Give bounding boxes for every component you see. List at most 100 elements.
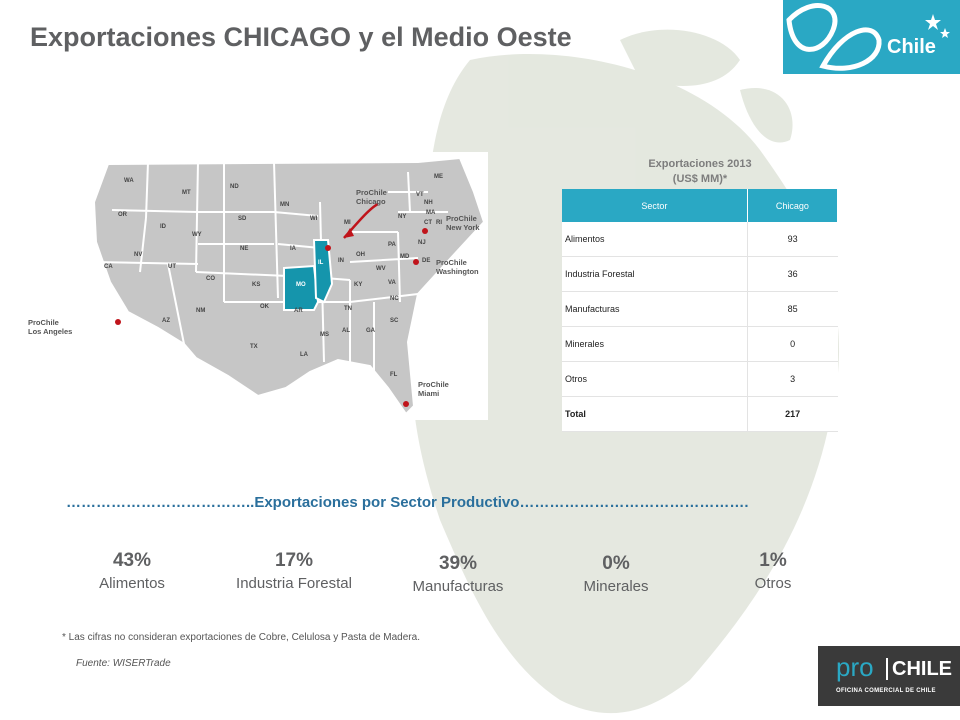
us-map-states — [92, 156, 486, 416]
table-cell: Minerales — [562, 326, 748, 362]
office-label-new-york: ProChile New York — [446, 214, 480, 232]
state-label: ND — [230, 184, 239, 190]
table-cell: Manufacturas — [562, 291, 748, 327]
state-label: WI — [310, 216, 318, 222]
stat-percent: 17% — [274, 550, 314, 571]
state-label: KY — [354, 282, 363, 288]
state-label: RI — [436, 220, 442, 226]
state-label: VA — [388, 280, 396, 286]
prochile-logo-pro: pro — [836, 652, 874, 682]
stat-label: Otros — [754, 575, 792, 592]
office-label-washington: ProChile Washington — [436, 258, 479, 276]
prochile-logo-divider — [886, 658, 888, 680]
stat-label: Industria Forestal — [236, 575, 352, 592]
footnote: * Las cifras no consideran exportaciones… — [62, 632, 420, 643]
table-total-row: Total 217 — [562, 396, 838, 432]
source-note: Fuente: WISERTrade — [76, 658, 171, 669]
page-title: Exportaciones CHICAGO y el Medio Oeste — [30, 22, 572, 52]
state-label: NJ — [418, 240, 426, 246]
state-label: PA — [388, 242, 396, 248]
state-label: DE — [422, 258, 431, 264]
state-label: MI — [344, 220, 351, 226]
table-cell: Alimentos — [562, 222, 748, 257]
state-label: UT — [168, 264, 176, 270]
state-label: WY — [192, 232, 202, 238]
state-label: NE — [240, 246, 249, 252]
state-label: MO — [296, 282, 306, 288]
state-label: NH — [424, 200, 433, 206]
state-label: MN — [280, 202, 290, 208]
state-label: WA — [124, 178, 134, 184]
state-label: OH — [356, 252, 365, 258]
state-label: VT — [416, 192, 424, 198]
state-label: IA — [290, 246, 296, 252]
table-cell: 85 — [746, 291, 838, 327]
stat-percent: 43% — [112, 550, 152, 571]
stat-otros: 1% Otros — [738, 550, 808, 592]
table-row: Manufacturas 85 — [562, 291, 838, 327]
table-header: Chicago — [747, 189, 839, 222]
table-caption: Exportaciones 2013 (US$ MM)* — [648, 158, 752, 185]
stat-percent: 1% — [759, 550, 787, 571]
prochile-logo: pro CHILE OFICINA COMERCIAL DE CHILE — [818, 646, 960, 706]
state-label: TN — [344, 306, 352, 312]
table-header: Sector — [562, 189, 748, 222]
state-label: MT — [182, 190, 191, 196]
stat-label: Manufacturas — [412, 578, 504, 595]
state-label: NY — [398, 214, 407, 220]
state-label: AL — [342, 328, 350, 334]
state-label: CO — [206, 276, 215, 282]
state-label: OR — [118, 212, 127, 218]
stat-manufacturas: 39% Manufacturas — [396, 553, 520, 595]
state-label: MD — [400, 254, 410, 260]
state-label: SD — [238, 216, 247, 222]
chile-logo: Chile — [783, 0, 960, 74]
state-label: SC — [390, 318, 399, 324]
office-label-miami: ProChile Miami — [418, 380, 449, 398]
stat-percent: 0% — [602, 553, 630, 574]
table-row: Otros 3 — [562, 361, 838, 397]
chile-logo-shapes — [786, 3, 882, 71]
state-label: KS — [252, 282, 261, 288]
prochile-logo-subtitle: OFICINA COMERCIAL DE CHILE — [836, 688, 936, 694]
stat-industria-forestal: 17% Industria Forestal — [220, 550, 368, 592]
state-label: NC — [390, 296, 399, 302]
stat-percent: 39% — [438, 553, 478, 574]
state-label: ID — [160, 224, 166, 230]
state-label: MA — [426, 210, 436, 216]
exports-table: Sector Chicago Alimentos 93 Industria Fo… — [562, 189, 839, 432]
office-label-chicago: ProChile Chicago — [356, 188, 387, 206]
prochile-logo-chile: CHILE — [892, 658, 952, 680]
state-label: LA — [300, 352, 308, 358]
state-label: TX — [250, 344, 258, 350]
table-row: Alimentos 93 — [562, 222, 838, 257]
stat-label: Alimentos — [99, 575, 165, 592]
state-label: FL — [390, 372, 398, 378]
state-label: GA — [366, 328, 375, 334]
table-cell: Industria Forestal — [562, 256, 748, 292]
table-cell: 0 — [746, 326, 838, 362]
table-cell: Otros — [562, 361, 748, 397]
state-label: ME — [434, 174, 443, 180]
state-label: NV — [134, 252, 143, 258]
table-cell: 36 — [746, 256, 838, 292]
state-label: WV — [376, 266, 386, 272]
state-label: IL — [318, 260, 324, 266]
chile-logo-text: Chile — [887, 36, 936, 58]
table-header-row: Sector Chicago — [562, 189, 839, 222]
state-label: MS — [320, 332, 329, 338]
state-label: OK — [260, 304, 269, 310]
table-cell: Total — [562, 396, 748, 432]
us-map: WA OR CA NV ID MT WY UT AZ CO NM ND SD N… — [28, 152, 488, 420]
state-label: CT — [424, 220, 432, 226]
state-label: AZ — [162, 318, 170, 324]
table-row: Industria Forestal 36 — [562, 256, 838, 292]
table-cell: 93 — [746, 222, 838, 257]
table-row: Minerales 0 — [562, 326, 838, 362]
office-label-los-angeles: ProChile Los Angeles — [28, 318, 73, 336]
section-title: ………………………………..Exportaciones por Sector P… — [66, 494, 749, 511]
stat-minerales: 0% Minerales — [568, 553, 664, 595]
stars-icon — [925, 14, 950, 38]
state-label: CA — [104, 264, 113, 270]
state-label: IN — [338, 258, 344, 264]
